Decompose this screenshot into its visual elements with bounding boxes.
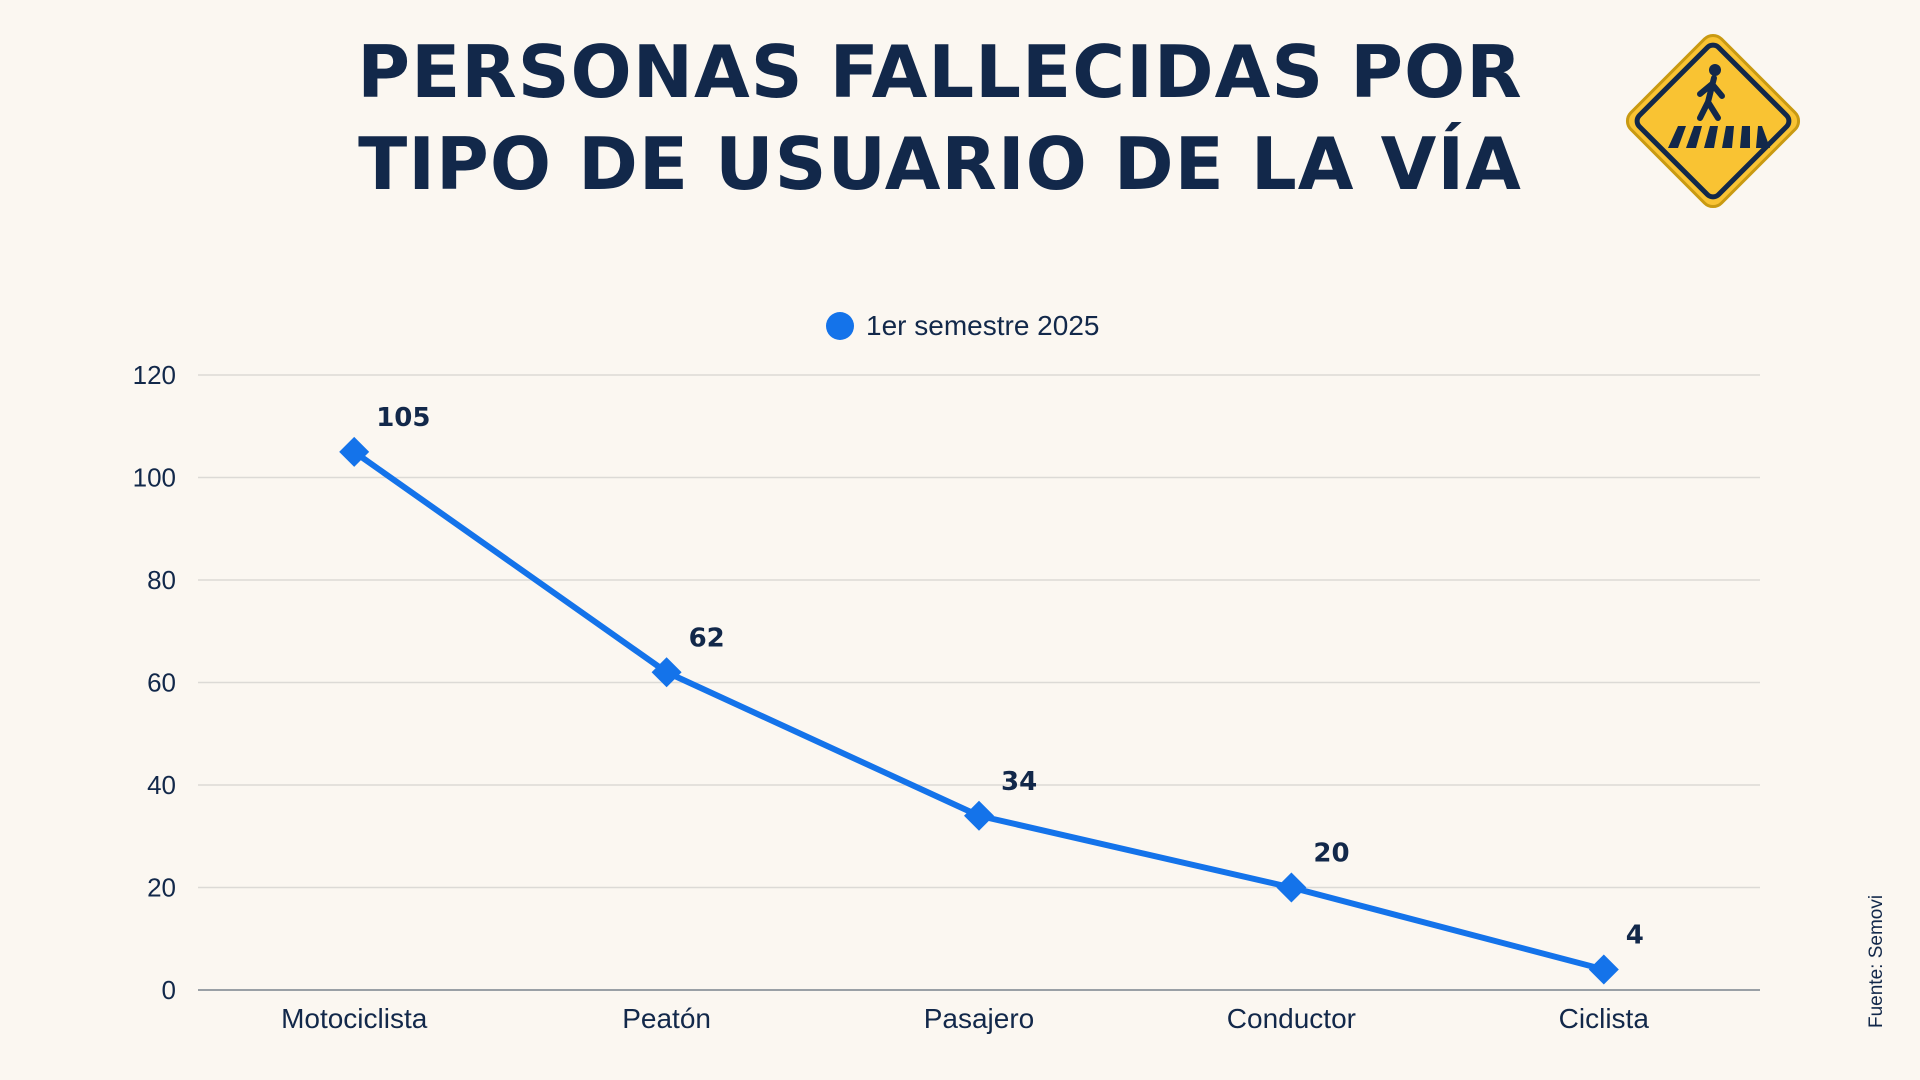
data-label: 62	[689, 623, 725, 653]
y-tick-label: 20	[147, 873, 176, 903]
x-tick-label: Peatón	[622, 1003, 711, 1034]
data-point-marker	[1588, 954, 1619, 985]
y-tick-label: 120	[133, 360, 176, 390]
data-label: 20	[1313, 839, 1349, 869]
source-note: Fuente: Semovi	[1866, 894, 1887, 1028]
pedestrian-crossing-sign-icon	[1625, 33, 1801, 209]
x-tick-label: Motociclista	[281, 1003, 428, 1034]
chart-title-line1: PERSONAS FALLECIDAS POR	[357, 30, 1523, 114]
chart-title: PERSONAS FALLECIDAS POR TIPO DE USUARIO …	[0, 26, 1880, 210]
data-label: 105	[376, 403, 430, 433]
data-point-marker	[964, 800, 994, 831]
legend: 1er semestre 2025	[826, 310, 1099, 342]
y-tick-label: 80	[147, 565, 176, 595]
y-tick-label: 100	[133, 463, 176, 493]
chart-title-line2: TIPO DE USUARIO DE LA VÍA	[358, 122, 1522, 206]
legend-marker	[826, 312, 854, 340]
data-label: 34	[1001, 767, 1037, 797]
data-point-marker	[339, 436, 370, 467]
data-point-marker	[651, 657, 682, 688]
series-line	[352, 449, 1605, 973]
y-tick-label: 60	[147, 668, 176, 698]
y-tick-label: 0	[162, 975, 176, 1005]
legend-label: 1er semestre 2025	[866, 310, 1100, 341]
data-label: 4	[1626, 921, 1644, 951]
x-tick-label: Pasajero	[924, 1003, 1035, 1034]
data-point-marker	[1276, 872, 1307, 903]
x-tick-label: Conductor	[1227, 1003, 1356, 1034]
x-tick-label: Ciclista	[1559, 1003, 1650, 1034]
y-tick-label: 40	[147, 770, 176, 800]
